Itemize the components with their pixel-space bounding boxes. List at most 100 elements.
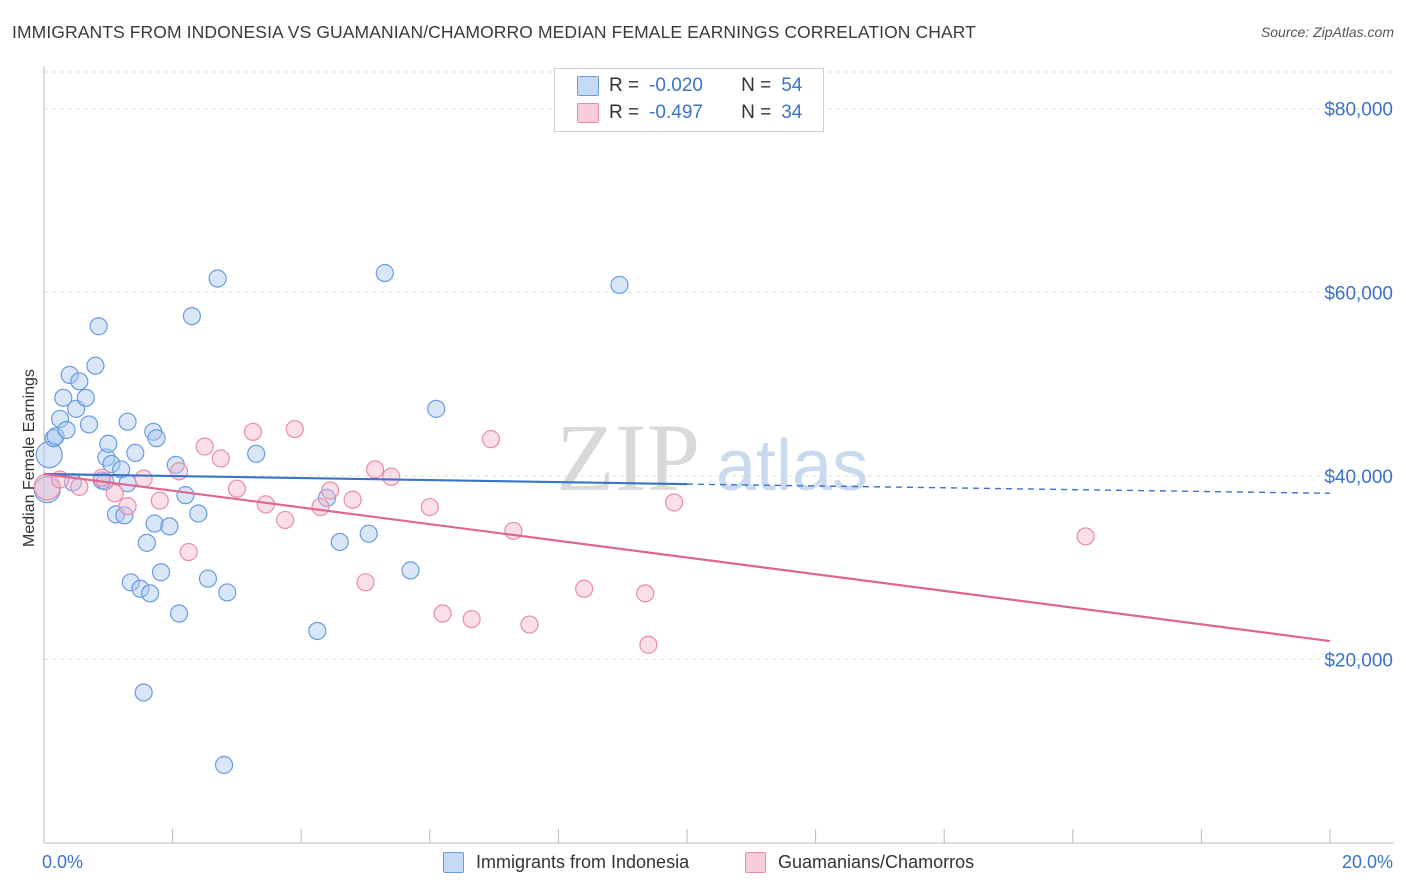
data-point-indonesia (102, 454, 121, 474)
trend-line-indonesia (43, 472, 688, 486)
series-legend-guamanian: Guamanians/Chamorros (745, 852, 974, 873)
data-point-guamanian (276, 510, 295, 530)
legend-swatch-pink (745, 852, 766, 873)
data-point-indonesia (70, 372, 89, 391)
series-guamanian-points (33, 419, 1095, 654)
data-point-guamanian (118, 497, 137, 516)
data-point-indonesia (189, 504, 208, 523)
data-point-guamanian (285, 419, 304, 439)
y-tick-label: $60,000 (1324, 283, 1393, 304)
data-point-indonesia (208, 269, 227, 288)
legend-r-label: R = (609, 102, 640, 123)
data-point-guamanian (195, 437, 214, 456)
y-axis-label: Median Female Earnings (21, 369, 38, 547)
data-point-indonesia (137, 533, 156, 552)
data-point-guamanian (575, 579, 594, 598)
series-name-indonesia: Immigrants from Indonesia (476, 852, 690, 872)
data-point-guamanian (150, 491, 169, 510)
data-point-indonesia (401, 561, 420, 580)
data-point-guamanian (481, 430, 500, 449)
data-point-guamanian (227, 479, 246, 498)
data-point-indonesia (308, 621, 327, 641)
data-point-indonesia (131, 579, 150, 598)
legend-swatch-blue (577, 76, 599, 96)
data-point-indonesia (176, 486, 195, 505)
data-point-guamanian (366, 460, 385, 479)
y-tick-label: $80,000 (1324, 100, 1393, 121)
data-point-indonesia (610, 275, 629, 295)
x-tick-label-max: 20.0% (1342, 852, 1393, 872)
data-point-indonesia (427, 399, 446, 418)
data-point-guamanian (504, 521, 523, 541)
series-indonesia-points (33, 263, 629, 775)
data-point-indonesia (76, 388, 95, 407)
watermark-atlas: atlas (716, 426, 868, 506)
data-point-indonesia (145, 514, 164, 533)
data-point-guamanian (382, 467, 401, 486)
data-point-indonesia (169, 604, 189, 623)
data-point-indonesia (118, 412, 137, 431)
data-point-indonesia (151, 563, 171, 582)
data-point-guamanian (211, 449, 230, 468)
data-point-indonesia (330, 532, 349, 552)
data-point-indonesia (46, 427, 65, 446)
data-point-guamanian (92, 468, 111, 487)
trend-line-indonesia-extension (686, 483, 1331, 494)
data-point-indonesia (218, 583, 237, 602)
legend-r-label: R = (609, 75, 640, 96)
data-point-guamanian (321, 481, 340, 500)
data-point-guamanian (356, 573, 375, 592)
legend-swatch-blue (443, 852, 464, 873)
data-point-guamanian (433, 604, 452, 623)
legend-swatch-pink (577, 103, 599, 123)
data-point-guamanian (311, 497, 330, 517)
data-point-guamanian (639, 635, 658, 654)
watermark: ZIP atlas (556, 404, 868, 511)
data-point-indonesia (160, 517, 179, 536)
y-tick-label: $20,000 (1324, 650, 1393, 671)
data-point-guamanian (636, 584, 655, 603)
data-point-indonesia (147, 429, 166, 448)
chart-title: IMMIGRANTS FROM INDONESIA VS GUAMANIAN/C… (12, 22, 976, 42)
legend-n-label: N = (741, 75, 772, 96)
data-point-indonesia (50, 409, 70, 429)
data-point-indonesia (54, 388, 73, 407)
data-point-guamanian (70, 477, 89, 496)
legend-n-label: N = (741, 102, 772, 123)
source-label: Source: ZipAtlas.com (1260, 24, 1394, 40)
series-name-guamanian: Guamanians/Chamorros (778, 852, 975, 872)
legend-n-value: 54 (781, 75, 803, 96)
data-point-guamanian (343, 490, 362, 509)
data-point-indonesia (121, 573, 140, 592)
data-point-indonesia (375, 263, 394, 283)
grid-lines (44, 71, 1394, 660)
data-point-indonesia (182, 307, 201, 326)
data-point-indonesia (99, 434, 118, 453)
data-point-indonesia (214, 755, 234, 775)
data-point-indonesia (359, 524, 378, 543)
trend-line-guamanian (43, 472, 1331, 643)
axes (43, 66, 1394, 844)
data-point-indonesia (60, 365, 79, 384)
data-point-guamanian (462, 609, 481, 629)
legend-r-value: -0.497 (649, 102, 703, 123)
data-point-indonesia (198, 569, 218, 588)
legend-r-value: -0.020 (649, 75, 703, 96)
data-point-indonesia (79, 415, 99, 434)
data-point-indonesia (57, 420, 76, 440)
data-point-indonesia (126, 443, 145, 463)
data-point-guamanian (179, 542, 198, 562)
tick-labels: $20,000 $40,000 $60,000 $80,000 0.0% 20.0% (42, 100, 1393, 872)
data-point-guamanian (420, 497, 439, 517)
trend-lines (43, 472, 1331, 643)
watermark-zip: ZIP (556, 404, 700, 511)
data-point-indonesia (86, 356, 105, 375)
x-tick-label-min: 0.0% (42, 852, 83, 872)
data-point-indonesia (247, 444, 266, 463)
legend-row-guamanian: R = -0.497 N = 34 (577, 101, 802, 125)
data-point-guamanian (243, 422, 263, 441)
data-point-indonesia (134, 683, 153, 702)
correlation-legend: R = -0.020 N = 54 R = -0.497 N = 34 (554, 68, 824, 132)
data-point-guamanian (134, 469, 153, 488)
